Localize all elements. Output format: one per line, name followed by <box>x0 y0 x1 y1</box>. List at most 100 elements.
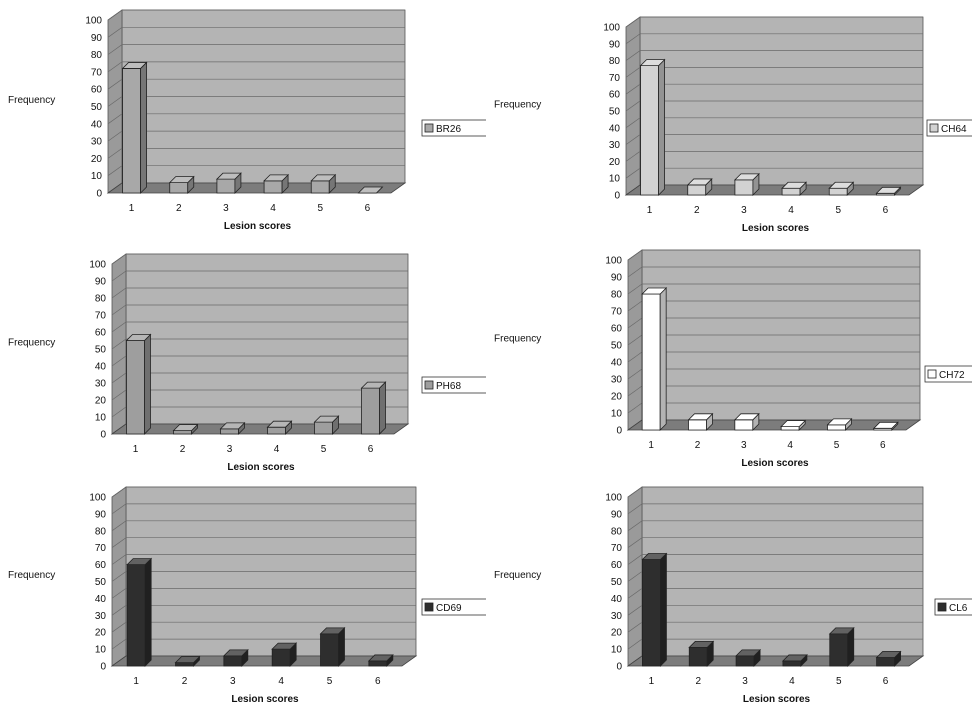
x-tick-label: 5 <box>327 676 333 687</box>
gridline <box>627 249 920 261</box>
chart-panel-2: 0 10 20 30 40 50 60 70 80 90 100 1 2 3 4 5 6 Frequency Les… <box>494 16 972 234</box>
bar-top <box>872 421 899 429</box>
y-tick-label: 30 <box>611 375 623 386</box>
gridline <box>111 588 416 599</box>
gridline <box>627 554 923 565</box>
x-axis-title: Lesion scores <box>743 694 811 705</box>
gridline <box>627 537 923 548</box>
y-tick-label: 40 <box>95 362 107 373</box>
gridline <box>111 571 416 582</box>
gridline <box>625 33 923 45</box>
gridline <box>111 554 416 565</box>
x-tick-label: 1 <box>129 203 135 214</box>
gridline <box>107 9 405 21</box>
bar-side <box>338 626 345 667</box>
chart-panel-6: 0 10 20 30 40 50 60 70 80 90 100 1 2 3 4 5 6 Frequency Les… <box>494 486 972 705</box>
bar-side <box>144 333 151 435</box>
gridline <box>625 100 923 112</box>
bar-top <box>357 186 384 194</box>
y-tick-label: 30 <box>91 137 103 148</box>
y-tick-label: 10 <box>95 645 107 656</box>
y-tick-label: 10 <box>91 171 103 182</box>
bar-top <box>219 422 246 430</box>
gridline <box>627 638 923 650</box>
bar-front <box>827 424 846 431</box>
x-tick-label: 5 <box>836 676 842 687</box>
legend-label: PH68 <box>436 381 461 392</box>
y-tick-label: 10 <box>95 413 107 424</box>
gridline <box>627 588 923 599</box>
gridline <box>627 571 923 582</box>
x-axis-title: Lesion scores <box>227 462 295 473</box>
y-axis-title: Frequency <box>494 100 541 111</box>
y-tick-label: 50 <box>95 345 107 356</box>
bar-top <box>688 641 715 648</box>
x-tick-label: 1 <box>649 676 655 687</box>
bar-front <box>780 426 800 431</box>
gridline <box>111 503 416 515</box>
gridline <box>627 266 920 278</box>
gridline <box>107 61 405 73</box>
legend-box <box>421 119 486 137</box>
bar-top <box>780 420 807 428</box>
gridline <box>111 389 408 401</box>
x-tick-label: 3 <box>230 676 236 687</box>
bar-top <box>641 287 668 295</box>
gridline <box>627 283 920 295</box>
bar-front <box>169 182 189 194</box>
bar-front <box>216 178 236 194</box>
x-tick-label: 4 <box>270 203 276 214</box>
gridline <box>107 78 405 90</box>
x-tick-label: 1 <box>647 205 653 216</box>
gridline <box>111 304 408 316</box>
y-tick-label: 100 <box>85 16 102 27</box>
y-tick-label: 0 <box>96 189 102 200</box>
bar-side <box>379 381 386 435</box>
x-tick-label: 4 <box>788 205 794 216</box>
y-tick-label: 30 <box>609 140 621 151</box>
y-tick-label: 60 <box>95 560 107 571</box>
y-tick-label: 80 <box>609 56 621 67</box>
x-tick-label: 1 <box>133 444 139 455</box>
bar-front <box>734 179 754 196</box>
y-tick-label: 70 <box>91 67 103 78</box>
y-tick-label: 40 <box>611 358 623 369</box>
y-tick-label: 100 <box>89 493 106 504</box>
bar-top <box>828 181 855 189</box>
x-axis-title: Lesion scores <box>741 458 809 469</box>
y-tick-label: 40 <box>609 123 621 134</box>
y-tick-label: 40 <box>611 594 623 605</box>
bar-top <box>735 649 762 657</box>
bar-front <box>267 426 286 435</box>
bar-front <box>688 419 707 431</box>
y-tick-label: 30 <box>95 611 107 622</box>
y-tick-label: 80 <box>95 294 107 305</box>
x-tick-label: 2 <box>182 676 188 687</box>
bar-front <box>223 655 243 667</box>
y-tick-label: 20 <box>609 157 621 168</box>
bar-side <box>144 557 152 667</box>
y-tick-label: 20 <box>91 154 103 165</box>
x-tick-label: 5 <box>834 440 840 451</box>
gridline <box>107 96 405 107</box>
x-tick-label: 1 <box>133 676 139 687</box>
bar-side <box>847 626 855 667</box>
gridline <box>111 604 416 616</box>
y-tick-label: 90 <box>609 39 621 50</box>
x-tick-label: 5 <box>317 203 323 214</box>
gridline <box>111 406 408 418</box>
y-tick-label: 60 <box>91 85 103 96</box>
y-tick-label: 20 <box>611 628 623 639</box>
bar-top <box>687 413 714 421</box>
y-tick-label: 70 <box>95 543 107 554</box>
x-tick-label: 3 <box>741 205 747 216</box>
bar-top <box>271 642 298 650</box>
bar-front <box>735 655 755 667</box>
y-tick-label: 90 <box>611 273 623 284</box>
chart-panel-3: 0 10 20 30 40 50 60 70 80 90 100 1 2 3 4 5 6 Frequency Les… <box>8 253 486 473</box>
y-tick-label: 40 <box>95 594 107 605</box>
bar-front <box>173 430 192 435</box>
x-tick-label: 6 <box>880 440 886 451</box>
y-tick-label: 80 <box>611 526 623 537</box>
gridline <box>107 130 405 142</box>
